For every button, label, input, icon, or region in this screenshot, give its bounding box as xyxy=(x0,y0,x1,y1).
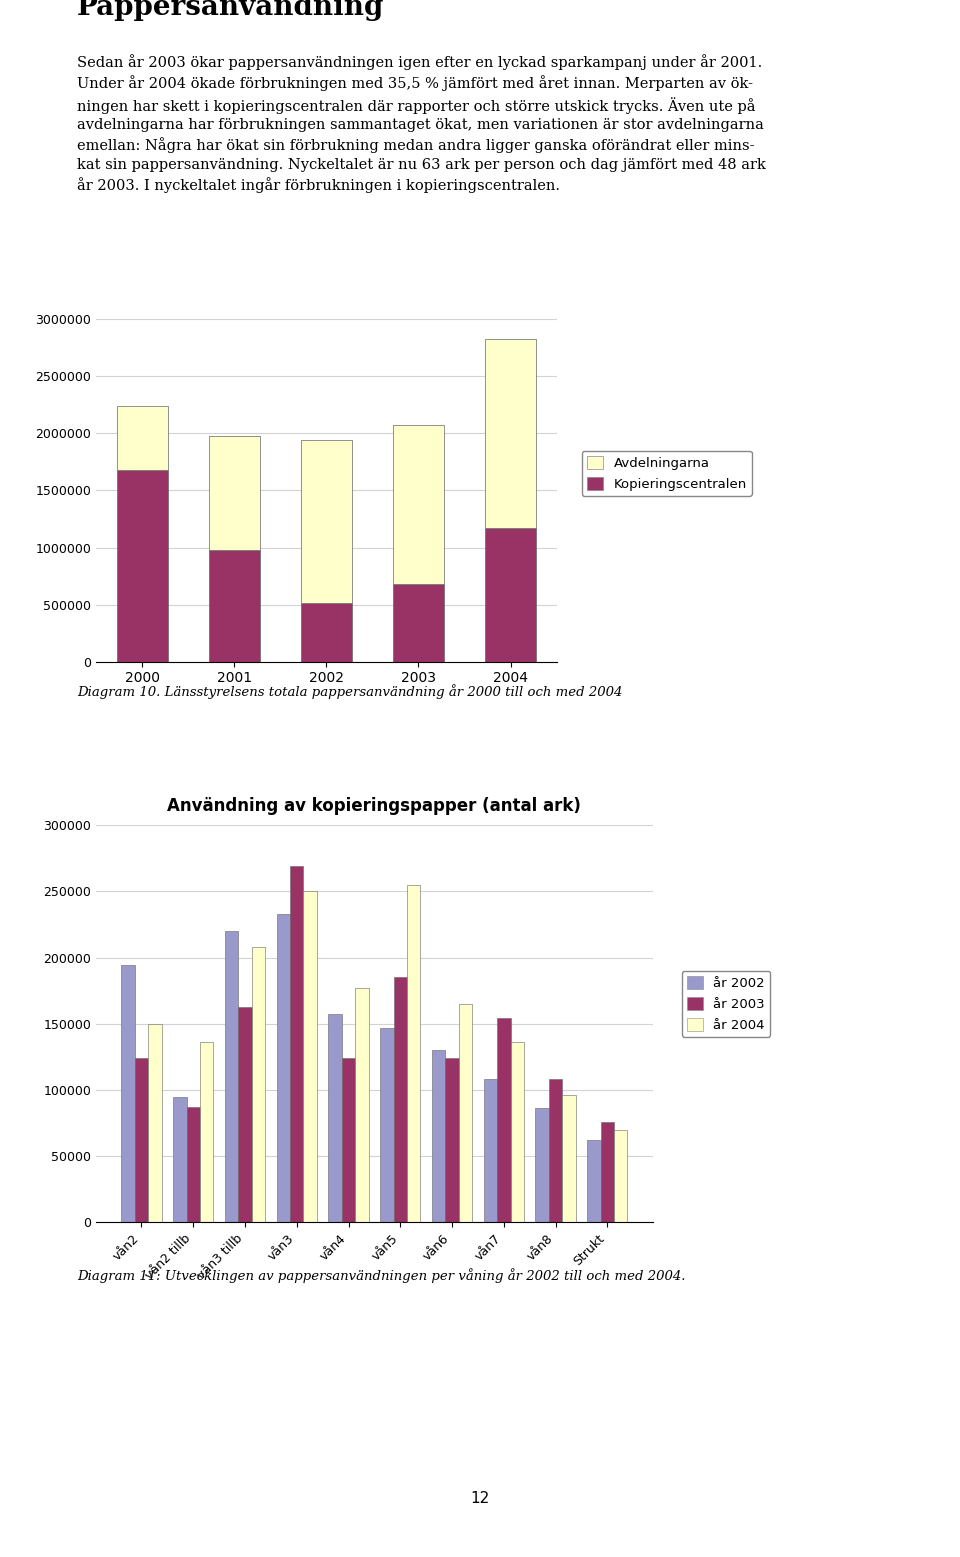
Bar xyxy=(117,406,168,470)
Title: Användning av kopieringspapper (antal ark): Användning av kopieringspapper (antal ar… xyxy=(167,797,582,816)
Bar xyxy=(484,1079,497,1222)
Bar xyxy=(432,1051,445,1222)
Text: Diagram 11: Utvecklingen av pappersanvändningen per våning år 2002 till och med : Diagram 11: Utvecklingen av pappersanvän… xyxy=(77,1267,685,1283)
Bar xyxy=(563,1095,576,1222)
Bar xyxy=(394,425,444,584)
Bar xyxy=(121,965,134,1222)
Bar xyxy=(290,866,303,1222)
Bar xyxy=(252,947,265,1222)
Bar xyxy=(328,1015,342,1222)
Bar xyxy=(200,1042,213,1222)
Text: 12: 12 xyxy=(470,1492,490,1506)
Bar xyxy=(536,1109,549,1222)
Bar xyxy=(380,1028,394,1222)
Bar xyxy=(148,1025,161,1222)
Legend: Avdelningarna, Kopieringscentralen: Avdelningarna, Kopieringscentralen xyxy=(582,450,752,497)
Bar xyxy=(355,989,369,1222)
Bar xyxy=(301,604,351,662)
Text: Sedan år 2003 ökar pappersanvändningen igen efter en lyckad sparkampanj under år: Sedan år 2003 ökar pappersanvändningen i… xyxy=(77,54,766,193)
Bar xyxy=(134,1059,148,1222)
Bar xyxy=(209,436,259,550)
Bar xyxy=(209,550,259,662)
Bar xyxy=(601,1121,614,1222)
Bar xyxy=(301,441,351,604)
Bar xyxy=(225,931,238,1222)
Bar xyxy=(407,884,420,1222)
Text: Pappersanvändning: Pappersanvändning xyxy=(77,0,384,22)
Bar xyxy=(588,1140,601,1222)
Bar xyxy=(303,891,317,1222)
Bar xyxy=(394,584,444,662)
Bar xyxy=(117,470,168,662)
Bar xyxy=(173,1096,186,1222)
Bar xyxy=(511,1042,524,1222)
Bar xyxy=(497,1018,511,1222)
Bar xyxy=(186,1107,200,1222)
Bar xyxy=(342,1059,355,1222)
Bar xyxy=(394,978,407,1222)
Bar xyxy=(485,528,536,662)
Text: Diagram 10. Länsstyrelsens totala pappersanvändning år 2000 till och med 2004: Diagram 10. Länsstyrelsens totala papper… xyxy=(77,684,622,699)
Bar xyxy=(614,1130,628,1222)
Bar xyxy=(485,338,536,528)
Bar xyxy=(276,914,290,1222)
Bar xyxy=(238,1006,252,1222)
Bar xyxy=(459,1004,472,1222)
Bar xyxy=(549,1079,563,1222)
Bar xyxy=(445,1059,459,1222)
Legend: år 2002, år 2003, år 2004: år 2002, år 2003, år 2004 xyxy=(682,970,770,1037)
